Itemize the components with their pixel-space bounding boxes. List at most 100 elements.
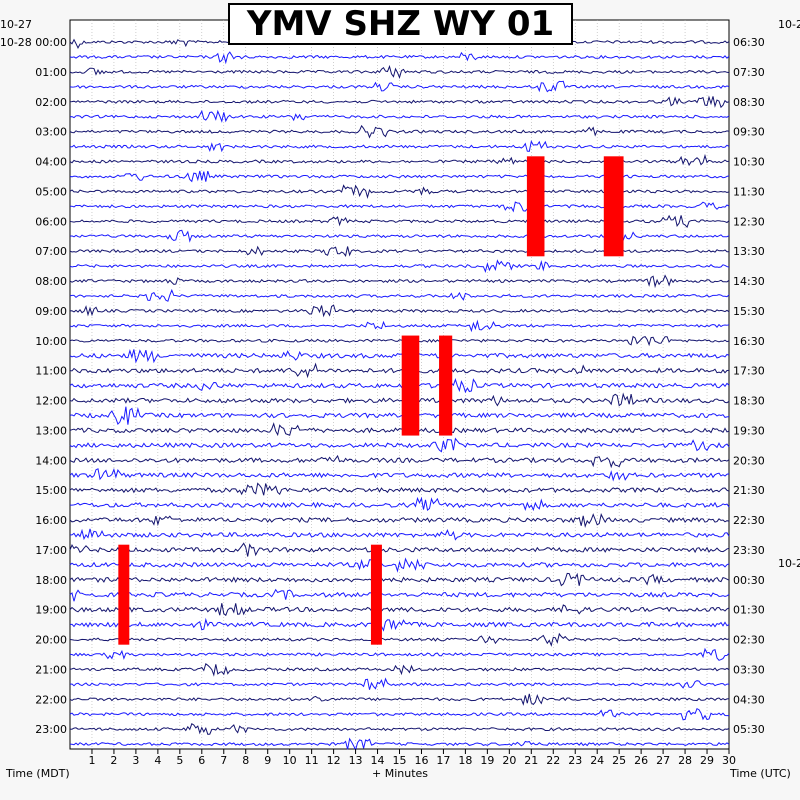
x-tick-label: 16	[414, 754, 428, 767]
right-time-label: 04:30	[733, 693, 765, 706]
right-date-change-label: 10-2	[778, 557, 800, 570]
trace-row-1	[69, 51, 730, 65]
x-tick-label: 8	[242, 754, 249, 767]
trace-row-39	[69, 617, 730, 632]
left-time-label: 03:00	[35, 126, 67, 139]
right-time-label: 01:30	[733, 604, 765, 617]
trace-row-35	[69, 557, 730, 573]
trace-row-17	[69, 288, 730, 302]
x-tick-label: 4	[154, 754, 161, 767]
right-time-label: 18:30	[733, 395, 765, 408]
saturated-event-4	[118, 544, 130, 645]
x-tick-label: 24	[590, 754, 604, 767]
trace-row-46	[69, 723, 730, 735]
saturated-event-0	[526, 156, 545, 257]
left-time-label: 04:00	[35, 156, 67, 169]
x-tick-label: 14	[371, 754, 385, 767]
x-tick-label: 15	[393, 754, 407, 767]
saturated-events	[118, 156, 624, 645]
trace-row-6	[69, 124, 730, 139]
x-tick-label: 11	[305, 754, 319, 767]
saturated-event-3	[439, 335, 453, 436]
right-time-labels: 06:30 07:30 08:30 09:30 10:30 11:30 12:30 13:30…	[733, 36, 765, 736]
x-tick-label: 13	[349, 754, 363, 767]
trace-row-34	[69, 542, 730, 557]
left-time-label: 18:00	[35, 574, 67, 587]
right-time-label: 03:30	[733, 663, 765, 676]
left-time-label: 01:00	[35, 66, 67, 79]
right-time-label: 09:30	[733, 126, 765, 139]
station-title: YMV SHZ WY 01	[246, 4, 555, 44]
left-time-label: 20:00	[35, 634, 67, 647]
right-time-label: 12:30	[733, 215, 765, 228]
left-time-label: 12:00	[35, 395, 67, 408]
x-axis-center-title: + Minutes	[372, 767, 429, 780]
x-tick-label: 5	[176, 754, 183, 767]
trace-row-47	[69, 737, 730, 752]
saturated-event-2	[401, 335, 420, 436]
left-time-label: 11:00	[35, 365, 67, 378]
right-time-label: 11:30	[733, 185, 765, 198]
x-tick-label: 26	[634, 754, 648, 767]
trace-row-41	[69, 647, 730, 661]
left-time-label: 08:00	[35, 275, 67, 288]
left-time-label: 16:00	[35, 514, 67, 527]
left-time-label: 09:00	[35, 305, 67, 318]
trace-row-37	[69, 588, 730, 602]
left-time-label: 22:00	[35, 693, 67, 706]
x-tick-label: 1	[88, 754, 95, 767]
x-tick-label: 23	[568, 754, 582, 767]
trace-row-36	[69, 572, 730, 587]
right-time-label: 06:30	[733, 36, 765, 49]
right-time-label: 21:30	[733, 484, 765, 497]
right-time-label: 14:30	[733, 275, 765, 288]
station-title-box: YMV SHZ WY 01	[228, 3, 573, 45]
trace-row-33	[70, 528, 730, 541]
right-time-label: 08:30	[733, 96, 765, 109]
x-tick-label: 12	[327, 754, 341, 767]
left-time-label: 19:00	[35, 604, 67, 617]
right-time-label: 16:30	[733, 335, 765, 348]
x-tick-label: 2	[110, 754, 117, 767]
x-tick-label: 27	[656, 754, 670, 767]
right-time-label: 22:30	[733, 514, 765, 527]
x-axis-right-title: Time (UTC)	[730, 767, 791, 780]
x-axis-ticks: 1 2 3 4 5 6 7 8 9 10 11 12 13 14 15 16 17 18 19 20 21 22 23 24 2…	[88, 749, 736, 767]
trace-row-27	[69, 437, 730, 453]
right-time-label: 10:30	[733, 156, 765, 169]
trace-row-42	[69, 662, 730, 677]
left-time-label: 23:00	[35, 723, 67, 736]
left-time-label: 05:00	[35, 185, 67, 198]
right-time-label: 02:30	[733, 634, 765, 647]
trace-row-3	[69, 80, 730, 93]
x-tick-label: 22	[546, 754, 560, 767]
trace-row-15	[69, 259, 730, 274]
right-time-label: 20:30	[733, 454, 765, 467]
right-time-label: 23:30	[733, 544, 765, 557]
left-time-label: 06:00	[35, 215, 67, 228]
trace-row-25	[69, 406, 730, 426]
right-time-label: 07:30	[733, 66, 765, 79]
x-tick-label: 20	[502, 754, 516, 767]
trace-row-2	[69, 64, 730, 80]
x-tick-label: 9	[264, 754, 271, 767]
trace-row-45	[69, 708, 729, 721]
left-time-label: 13:00	[35, 424, 67, 437]
right-time-label: 19:30	[733, 424, 765, 437]
left-time-label: 07:00	[35, 245, 67, 258]
x-axis-left-title: Time (MDT)	[6, 767, 70, 780]
left-time-label: 15:00	[35, 484, 67, 497]
trace-row-38	[69, 603, 730, 617]
right-edge-date-label: 10-2	[778, 18, 800, 31]
right-time-label: 05:30	[733, 723, 765, 736]
trace-row-21	[69, 348, 730, 364]
trace-row-44	[69, 693, 730, 706]
x-tick-label: 18	[458, 754, 472, 767]
x-tick-label: 30	[722, 754, 736, 767]
x-tick-label: 10	[283, 754, 297, 767]
trace-row-5	[69, 109, 730, 123]
left-time-labels: 10-28 00:00 01:00 02:00 03:00 04:00 05:00 06:0…	[0, 36, 67, 736]
trace-row-19	[69, 319, 730, 333]
right-time-label: 17:30	[733, 365, 765, 378]
